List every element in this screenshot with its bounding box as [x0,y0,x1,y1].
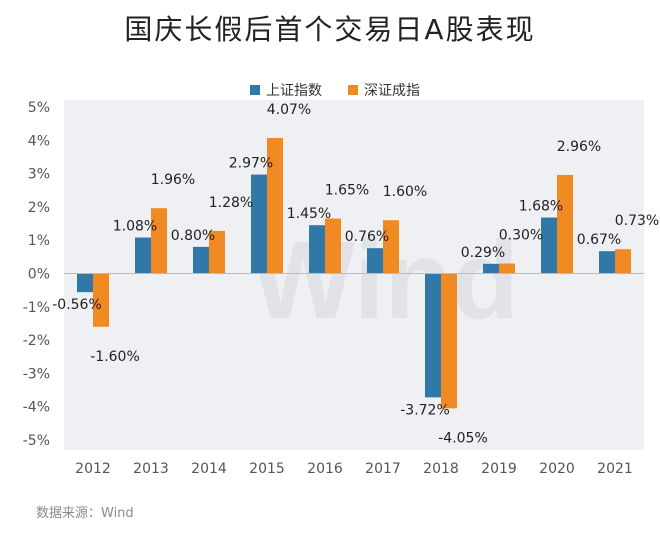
y-tick-label: 4% [28,133,50,149]
legend-item-szse: 深证成指 [348,80,420,100]
data-label-szse: 4.07% [267,102,311,118]
y-tick-label: -3% [23,366,50,382]
data-label-szse: 1.96% [151,172,195,188]
x-tick-label: 2018 [423,461,459,477]
bar-szse [499,263,515,274]
bar-sse [135,237,151,274]
data-label-szse: 1.60% [383,184,427,200]
y-tick-label: 0% [28,267,50,283]
data-label-sse: -3.72% [400,402,450,418]
bar-sse [251,174,267,274]
y-tick-label: -2% [23,333,50,349]
bar-sse [193,246,209,274]
bar-sse [483,263,499,274]
data-label-szse: -1.60% [90,349,140,365]
legend-swatch-szse [348,85,358,95]
legend-swatch-sse [250,85,260,95]
plot-area [64,100,644,450]
y-tick-label: 1% [28,233,50,249]
legend-label-szse: 深证成指 [364,83,420,99]
bar-szse [383,220,399,274]
bar-sse [77,273,93,293]
legend-label-sse: 上证指数 [266,83,322,99]
data-label-sse: 1.08% [113,219,157,235]
data-label-sse: 1.45% [287,206,331,222]
data-label-sse: 0.76% [345,229,389,245]
source-note: 数据来源：Wind [36,506,134,521]
bar-szse [557,174,573,274]
y-tick-label: -1% [23,300,50,316]
y-tick-label: -5% [23,433,50,449]
data-label-sse: 2.97% [229,156,273,172]
x-tick-label: 2014 [191,461,227,477]
data-label-szse: 0.73% [615,213,659,229]
bar-sse [309,225,325,274]
bar-szse [209,230,225,274]
bar-szse [615,249,631,274]
x-tick-label: 2019 [481,461,517,477]
bar-sse [367,248,383,274]
y-tick-label: 3% [28,167,50,183]
data-label-szse: 2.96% [557,139,601,155]
data-label-szse: 1.28% [209,195,253,211]
bar-szse [151,208,167,274]
y-tick-label: 5% [28,100,50,116]
data-label-sse: 1.68% [519,199,563,215]
x-tick-label: 2017 [365,461,401,477]
legend: 上证指数 深证成指 [250,80,420,100]
chart-title: 国庆长假后首个交易日A股表现 [124,13,536,46]
data-label-szse: 1.65% [325,183,369,199]
x-tick-label: 2020 [539,461,575,477]
data-label-sse: 0.80% [171,228,215,244]
bar-szse [93,273,109,327]
bar-sse [541,217,557,274]
data-label-sse: -0.56% [52,297,102,313]
legend-item-sse: 上证指数 [250,80,322,100]
data-label-szse: -4.05% [438,430,488,446]
y-tick-label: -4% [23,400,50,416]
x-tick-label: 2012 [75,461,111,477]
bar-szse [325,218,341,274]
bar-sse [425,273,441,398]
bar-sse [599,251,615,274]
x-tick-label: 2015 [249,461,285,477]
x-tick-label: 2021 [597,461,633,477]
data-label-szse: 0.30% [499,228,543,244]
data-label-sse: 0.29% [461,245,505,261]
bar-szse [441,273,457,409]
x-tick-label: 2013 [133,461,169,477]
y-tick-label: 2% [28,200,50,216]
bar-szse [267,137,283,274]
x-tick-label: 2016 [307,461,343,477]
data-label-sse: 0.67% [577,232,621,248]
